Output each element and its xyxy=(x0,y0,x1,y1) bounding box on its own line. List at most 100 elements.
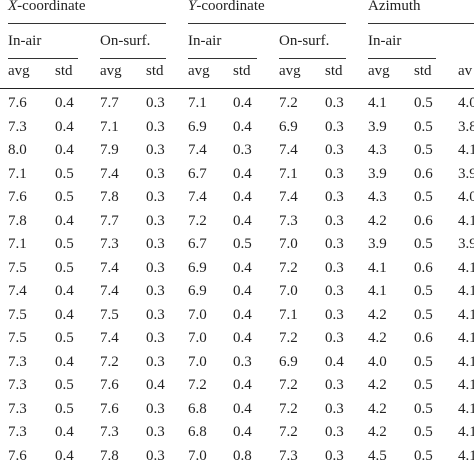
cell: 7.3 xyxy=(8,424,27,440)
cell: 0.4 xyxy=(55,306,74,323)
subgroup-header: On-surf. xyxy=(100,33,151,49)
cell: 7.4 xyxy=(100,330,119,346)
cell: 4.1 xyxy=(458,259,474,276)
cell: 0.6 xyxy=(414,330,433,346)
rule xyxy=(188,23,346,24)
cell: 0.6 xyxy=(414,212,433,229)
cell: 7.3 xyxy=(8,400,27,417)
cell: 0.3 xyxy=(325,447,344,464)
cell: 0.4 xyxy=(233,424,252,440)
cell: 0.3 xyxy=(325,259,344,276)
cell: 0.3 xyxy=(146,400,165,417)
cell: 0.4 xyxy=(233,118,252,135)
cell: 4.0 xyxy=(458,95,474,111)
cell: 0.4 xyxy=(55,283,74,299)
column-header: avg xyxy=(188,63,210,79)
cell: 0.3 xyxy=(325,165,344,182)
cell: 0.5 xyxy=(55,236,74,252)
cell: 0.3 xyxy=(325,306,344,323)
cell: 6.8 xyxy=(188,400,207,417)
cell: 4.1 xyxy=(458,353,474,370)
cell: 0.5 xyxy=(414,95,433,111)
cell: 0.4 xyxy=(233,283,252,299)
cell: 3.8 xyxy=(458,118,474,135)
cell: 0.8 xyxy=(233,447,252,464)
cell: 7.0 xyxy=(188,353,207,370)
cell: 7.5 xyxy=(8,306,27,323)
cell: 0.3 xyxy=(146,447,165,464)
cell: 7.8 xyxy=(100,447,119,464)
cell: 7.0 xyxy=(279,236,298,252)
cell: 0.6 xyxy=(414,259,433,276)
cell: 0.3 xyxy=(146,236,165,252)
cell: 0.3 xyxy=(325,142,344,158)
group-header: Azimuth xyxy=(368,0,421,14)
rule xyxy=(188,58,257,59)
group-header: X-coordinate xyxy=(8,0,86,14)
group-header: Y-coordinate xyxy=(188,0,265,14)
cell: 7.1 xyxy=(188,95,207,111)
cell: 3.9 xyxy=(368,236,387,252)
cell: 7.2 xyxy=(188,377,207,393)
cell: 0.4 xyxy=(146,377,165,393)
cell: 7.4 xyxy=(279,189,298,205)
cell: 7.1 xyxy=(279,165,298,182)
cell: 0.4 xyxy=(325,353,344,370)
cell: 6.7 xyxy=(188,236,207,252)
cell: 0.3 xyxy=(325,212,344,229)
rule xyxy=(100,58,166,59)
cell: 3.9 xyxy=(458,236,474,252)
cell: 7.4 xyxy=(100,283,119,299)
cell: 0.3 xyxy=(325,400,344,417)
cell: 7.5 xyxy=(100,306,119,323)
cell: 0.5 xyxy=(414,142,433,158)
cell: 7.2 xyxy=(279,377,298,393)
cell: 7.7 xyxy=(100,212,119,229)
cell: 7.6 xyxy=(100,377,119,393)
cell: 7.4 xyxy=(8,283,27,299)
cell: 7.4 xyxy=(188,142,207,158)
cell: 0.3 xyxy=(146,142,165,158)
cell: 4.2 xyxy=(368,424,387,440)
cell: 4.0 xyxy=(368,353,387,370)
cell: 3.9 xyxy=(458,165,474,182)
cell: 7.3 xyxy=(279,212,298,229)
cell: 6.7 xyxy=(188,165,207,182)
cell: 4.1 xyxy=(368,283,387,299)
cell: 7.1 xyxy=(279,306,298,323)
cell: 0.5 xyxy=(55,165,74,182)
cell: 0.4 xyxy=(55,353,74,370)
cell: 0.3 xyxy=(146,330,165,346)
cell: 6.9 xyxy=(188,283,207,299)
cell: 4.1 xyxy=(458,330,474,346)
cell: 4.1 xyxy=(368,95,387,111)
cell: 4.1 xyxy=(458,447,474,464)
cell: 4.5 xyxy=(368,447,387,464)
cell: 0.3 xyxy=(146,165,165,182)
cell: 4.1 xyxy=(458,283,474,299)
cell: 0.6 xyxy=(414,165,433,182)
cell: 0.3 xyxy=(146,283,165,299)
rule xyxy=(8,58,78,59)
cell: 0.4 xyxy=(233,377,252,393)
subgroup-header: On-surf. xyxy=(279,33,330,49)
column-header: avg xyxy=(368,63,390,79)
cell: 0.3 xyxy=(146,306,165,323)
cell: 4.3 xyxy=(368,189,387,205)
cell: 0.4 xyxy=(233,306,252,323)
cell: 7.1 xyxy=(8,236,27,252)
cell: 0.3 xyxy=(325,236,344,252)
column-header: std xyxy=(325,63,343,79)
cell: 0.5 xyxy=(414,424,433,440)
cell: 0.3 xyxy=(146,424,165,440)
cell: 4.0 xyxy=(458,189,474,205)
column-header: std xyxy=(233,63,251,79)
cell: 0.3 xyxy=(146,118,165,135)
cell: 7.3 xyxy=(100,424,119,440)
cell: 7.9 xyxy=(100,142,119,158)
cell: 7.2 xyxy=(188,212,207,229)
cell: 7.8 xyxy=(100,189,119,205)
cell: 7.2 xyxy=(279,330,298,346)
cell: 3.9 xyxy=(368,118,387,135)
cell: 0.4 xyxy=(233,400,252,417)
